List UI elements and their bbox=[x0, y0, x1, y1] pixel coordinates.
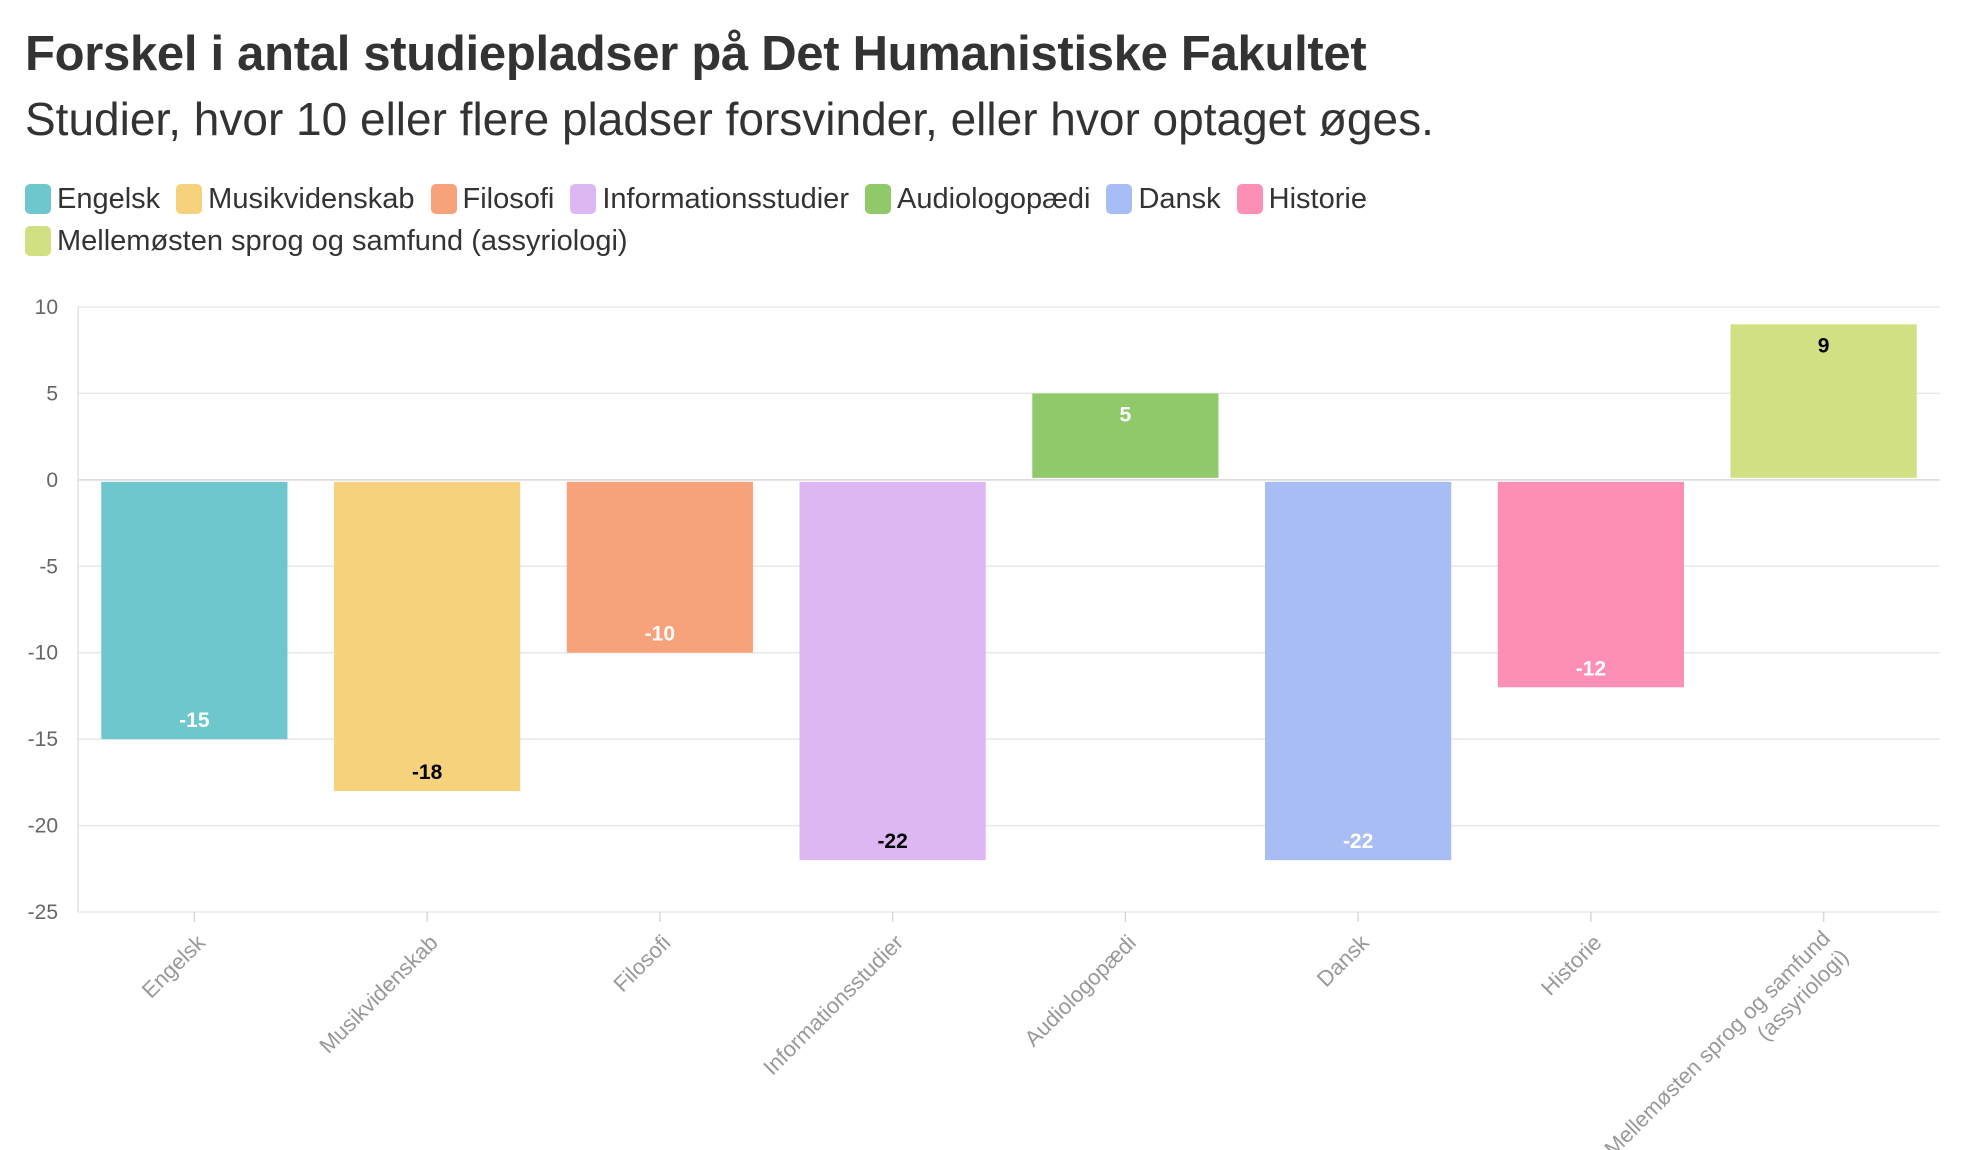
x-tick-label-line: Mellemøsten sprog og samfund bbox=[1599, 926, 1835, 1150]
legend-swatch bbox=[25, 226, 51, 256]
legend-label: Musikvidenskab bbox=[208, 182, 415, 215]
legend-swatch bbox=[176, 184, 203, 214]
y-tick-label: -20 bbox=[28, 815, 58, 838]
y-tick-label: -5 bbox=[39, 555, 58, 578]
y-tick-label: 0 bbox=[46, 469, 58, 492]
x-tick-label-line: Historie bbox=[1536, 930, 1606, 1000]
bar-5 bbox=[1032, 393, 1219, 478]
legend-label: Audiologopædi bbox=[896, 182, 1091, 215]
bar-4 bbox=[799, 481, 986, 861]
legend-label: Historie bbox=[1268, 182, 1367, 215]
y-tick-label: -10 bbox=[28, 642, 58, 665]
y-tick-label: -15 bbox=[28, 728, 58, 751]
x-tick-label: Filosofi bbox=[608, 930, 675, 997]
chart-legend: Engelsk Musikvidenskab Filosofi Informat… bbox=[25, 182, 1945, 258]
legend-label: Dansk bbox=[1138, 182, 1221, 215]
data-label: -15 bbox=[179, 709, 210, 732]
legend-swatch bbox=[864, 184, 891, 214]
data-label: 9 bbox=[1818, 334, 1830, 357]
legend-label: Mellemøsten sprog og samfund (assyriolog… bbox=[57, 224, 628, 257]
data-label: -10 bbox=[645, 623, 675, 646]
data-label: -22 bbox=[1343, 830, 1373, 853]
legend-item-historie[interactable]: Historie bbox=[1236, 182, 1367, 216]
data-label: -12 bbox=[1576, 657, 1606, 680]
legend-label: Filosofi bbox=[462, 182, 555, 215]
legend-swatch bbox=[1106, 184, 1133, 214]
legend-item-informationsstudier[interactable]: Informationsstudier bbox=[570, 182, 849, 216]
x-tick-label: Musikvidenskab bbox=[314, 930, 442, 1058]
data-label: -18 bbox=[412, 761, 443, 784]
legend-swatch bbox=[430, 184, 457, 214]
x-tick-label: Informationsstudier bbox=[758, 930, 908, 1080]
legend-swatch bbox=[570, 184, 597, 214]
y-tick-label: 5 bbox=[46, 382, 58, 405]
legend-item-dansk[interactable]: Dansk bbox=[1106, 182, 1221, 216]
legend-item-musikvidenskab[interactable]: Musikvidenskab bbox=[176, 182, 415, 216]
bar-7 bbox=[1497, 481, 1684, 688]
bar-6 bbox=[1265, 481, 1452, 861]
x-tick-label-line: Filosofi bbox=[608, 930, 675, 997]
legend-label: Informationsstudier bbox=[602, 182, 849, 215]
x-tick-label-line: Musikvidenskab bbox=[314, 930, 442, 1058]
bar-8 bbox=[1730, 324, 1917, 478]
legend-item-engelsk[interactable]: Engelsk bbox=[25, 182, 160, 216]
y-tick-label: -25 bbox=[28, 901, 58, 924]
bar-1 bbox=[101, 481, 288, 740]
x-tick-label: Historie bbox=[1536, 930, 1606, 1000]
legend-item-mellemoesten[interactable]: Mellemøsten sprog og samfund (assyriolog… bbox=[25, 224, 628, 258]
legend-item-filosofi[interactable]: Filosofi bbox=[430, 182, 555, 216]
legend-item-audiologopaedi[interactable]: Audiologopædi bbox=[864, 182, 1091, 216]
x-tick-label: Audiologopædi bbox=[1019, 930, 1140, 1051]
bar-2 bbox=[334, 481, 521, 791]
x-tick-label: Engelsk bbox=[137, 929, 211, 1003]
legend-swatch bbox=[1236, 184, 1263, 214]
bar-3 bbox=[566, 481, 753, 653]
legend-swatch bbox=[25, 184, 51, 214]
chart-subtitle: Studier, hvor 10 eller flere pladser for… bbox=[25, 93, 1434, 145]
x-tick-label-line: Informationsstudier bbox=[758, 930, 908, 1080]
chart-title: Forskel i antal studiepladser på Det Hum… bbox=[25, 27, 1367, 81]
x-tick-label-line: Audiologopædi bbox=[1019, 930, 1140, 1051]
x-tick-label: Dansk bbox=[1312, 929, 1374, 991]
data-label: 5 bbox=[1120, 403, 1132, 426]
x-tick-label: Mellemøsten sprog og samfund(assyriologi… bbox=[1599, 926, 1853, 1150]
x-tick-label-line: Dansk bbox=[1312, 929, 1374, 991]
y-tick-label: 10 bbox=[35, 296, 58, 319]
data-label: -22 bbox=[877, 830, 907, 853]
x-tick-label-line: Engelsk bbox=[137, 929, 211, 1003]
legend-label: Engelsk bbox=[57, 182, 161, 215]
